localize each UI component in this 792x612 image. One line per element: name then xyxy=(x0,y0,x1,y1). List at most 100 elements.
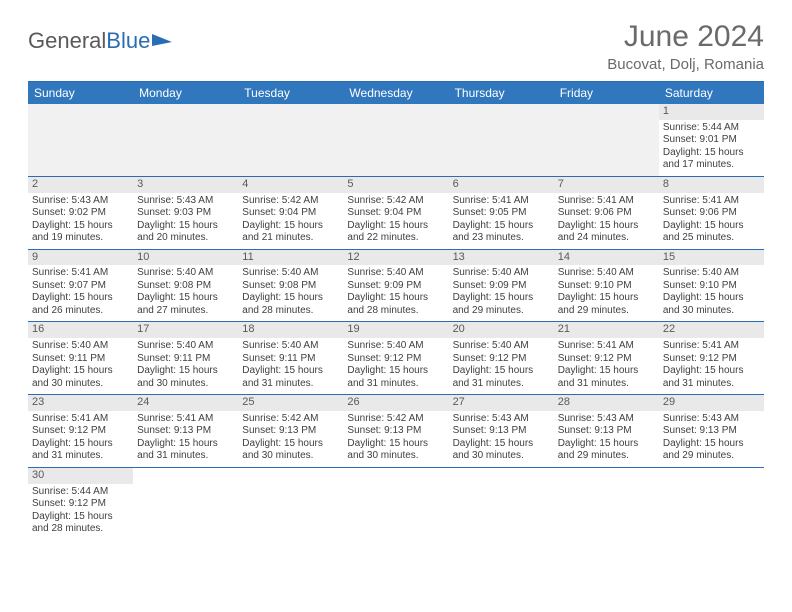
calendar-cell: 1Sunrise: 5:44 AMSunset: 9:01 PMDaylight… xyxy=(659,104,764,176)
cell-line: Daylight: 15 hours xyxy=(242,365,339,378)
calendar-cell: 14Sunrise: 5:40 AMSunset: 9:10 PMDayligh… xyxy=(554,249,659,322)
cell-line: Sunset: 9:09 PM xyxy=(453,280,550,293)
cell-line: Sunset: 9:08 PM xyxy=(137,280,234,293)
calendar-cell: 10Sunrise: 5:40 AMSunset: 9:08 PMDayligh… xyxy=(133,249,238,322)
header: GeneralBlue June 2024 Bucovat, Dolj, Rom… xyxy=(28,20,764,73)
day-number: 2 xyxy=(28,177,133,193)
cell-line: Sunrise: 5:41 AM xyxy=(663,340,760,353)
cell-line: and 29 minutes. xyxy=(453,305,550,318)
day-header: Tuesday xyxy=(238,82,343,104)
day-number: 20 xyxy=(449,322,554,338)
cell-line: Sunset: 9:13 PM xyxy=(453,425,550,438)
calendar-cell xyxy=(449,104,554,176)
cell-line: Daylight: 15 hours xyxy=(663,147,760,160)
cell-line: Daylight: 15 hours xyxy=(137,220,234,233)
cell-line: and 29 minutes. xyxy=(558,450,655,463)
day-number: 16 xyxy=(28,322,133,338)
cell-line: Sunrise: 5:41 AM xyxy=(558,340,655,353)
brand-part1: General xyxy=(28,28,106,54)
day-number: 30 xyxy=(28,468,133,484)
cell-line: and 30 minutes. xyxy=(663,305,760,318)
calendar-cell: 30Sunrise: 5:44 AMSunset: 9:12 PMDayligh… xyxy=(28,467,133,539)
day-number: 18 xyxy=(238,322,343,338)
cell-line: Sunset: 9:10 PM xyxy=(663,280,760,293)
day-header: Saturday xyxy=(659,82,764,104)
day-number: 13 xyxy=(449,250,554,266)
calendar-cell xyxy=(28,104,133,176)
calendar-cell: 29Sunrise: 5:43 AMSunset: 9:13 PMDayligh… xyxy=(659,395,764,468)
cell-line: Sunrise: 5:40 AM xyxy=(137,267,234,280)
day-number: 7 xyxy=(554,177,659,193)
cell-line: and 23 minutes. xyxy=(453,232,550,245)
cell-line: Daylight: 15 hours xyxy=(453,438,550,451)
calendar-cell: 20Sunrise: 5:40 AMSunset: 9:12 PMDayligh… xyxy=(449,322,554,395)
cell-line: and 30 minutes. xyxy=(347,450,444,463)
cell-line: Sunset: 9:06 PM xyxy=(663,207,760,220)
calendar-cell xyxy=(238,104,343,176)
cell-line: and 28 minutes. xyxy=(242,305,339,318)
cell-line: and 28 minutes. xyxy=(347,305,444,318)
cell-line: Daylight: 15 hours xyxy=(32,220,129,233)
day-number: 26 xyxy=(343,395,448,411)
cell-line: Daylight: 15 hours xyxy=(453,292,550,305)
cell-line: Sunrise: 5:41 AM xyxy=(32,413,129,426)
calendar-cell: 25Sunrise: 5:42 AMSunset: 9:13 PMDayligh… xyxy=(238,395,343,468)
day-number: 8 xyxy=(659,177,764,193)
calendar-cell xyxy=(343,467,448,539)
calendar-cell: 26Sunrise: 5:42 AMSunset: 9:13 PMDayligh… xyxy=(343,395,448,468)
cell-line: Daylight: 15 hours xyxy=(347,292,444,305)
flag-icon xyxy=(152,32,174,48)
cell-line: Sunrise: 5:43 AM xyxy=(32,195,129,208)
cell-line: Sunrise: 5:41 AM xyxy=(137,413,234,426)
cell-line: Sunset: 9:13 PM xyxy=(558,425,655,438)
day-number: 17 xyxy=(133,322,238,338)
cell-line: and 22 minutes. xyxy=(347,232,444,245)
cell-line: and 17 minutes. xyxy=(663,159,760,172)
cell-line: Sunset: 9:12 PM xyxy=(32,425,129,438)
cell-line: and 31 minutes. xyxy=(137,450,234,463)
cell-line: Daylight: 15 hours xyxy=(663,438,760,451)
cell-line: Sunrise: 5:40 AM xyxy=(453,340,550,353)
calendar-cell xyxy=(554,104,659,176)
cell-line: Daylight: 15 hours xyxy=(137,365,234,378)
day-number: 19 xyxy=(343,322,448,338)
cell-line: Sunrise: 5:40 AM xyxy=(32,340,129,353)
cell-line: and 20 minutes. xyxy=(137,232,234,245)
cell-line: Daylight: 15 hours xyxy=(558,220,655,233)
day-number: 11 xyxy=(238,250,343,266)
cell-line: Sunset: 9:13 PM xyxy=(347,425,444,438)
cell-line: Daylight: 15 hours xyxy=(663,220,760,233)
cell-line: Sunrise: 5:40 AM xyxy=(347,340,444,353)
cell-line: Sunset: 9:13 PM xyxy=(242,425,339,438)
calendar-body: 1Sunrise: 5:44 AMSunset: 9:01 PMDaylight… xyxy=(28,104,764,540)
day-number: 25 xyxy=(238,395,343,411)
day-number: 29 xyxy=(659,395,764,411)
cell-line: Daylight: 15 hours xyxy=(347,438,444,451)
cell-line: Daylight: 15 hours xyxy=(347,220,444,233)
cell-line: and 31 minutes. xyxy=(347,378,444,391)
cell-line: and 25 minutes. xyxy=(663,232,760,245)
cell-line: Sunrise: 5:43 AM xyxy=(663,413,760,426)
cell-line: Sunset: 9:04 PM xyxy=(347,207,444,220)
cell-line: and 27 minutes. xyxy=(137,305,234,318)
title-block: June 2024 Bucovat, Dolj, Romania xyxy=(607,20,764,73)
calendar-cell: 28Sunrise: 5:43 AMSunset: 9:13 PMDayligh… xyxy=(554,395,659,468)
cell-line: Daylight: 15 hours xyxy=(453,365,550,378)
cell-line: Sunrise: 5:40 AM xyxy=(242,340,339,353)
cell-line: Daylight: 15 hours xyxy=(663,292,760,305)
day-number: 28 xyxy=(554,395,659,411)
calendar-cell: 16Sunrise: 5:40 AMSunset: 9:11 PMDayligh… xyxy=(28,322,133,395)
cell-line: Sunrise: 5:40 AM xyxy=(137,340,234,353)
cell-line: Sunset: 9:12 PM xyxy=(663,353,760,366)
calendar-cell: 8Sunrise: 5:41 AMSunset: 9:06 PMDaylight… xyxy=(659,176,764,249)
calendar-cell xyxy=(343,104,448,176)
calendar-table: SundayMondayTuesdayWednesdayThursdayFrid… xyxy=(28,82,764,540)
calendar-cell: 4Sunrise: 5:42 AMSunset: 9:04 PMDaylight… xyxy=(238,176,343,249)
cell-line: Sunset: 9:07 PM xyxy=(32,280,129,293)
calendar-cell: 6Sunrise: 5:41 AMSunset: 9:05 PMDaylight… xyxy=(449,176,554,249)
cell-line: Daylight: 15 hours xyxy=(32,292,129,305)
calendar-cell: 23Sunrise: 5:41 AMSunset: 9:12 PMDayligh… xyxy=(28,395,133,468)
cell-line: Sunrise: 5:42 AM xyxy=(347,195,444,208)
day-header: Sunday xyxy=(28,82,133,104)
calendar-cell xyxy=(554,467,659,539)
